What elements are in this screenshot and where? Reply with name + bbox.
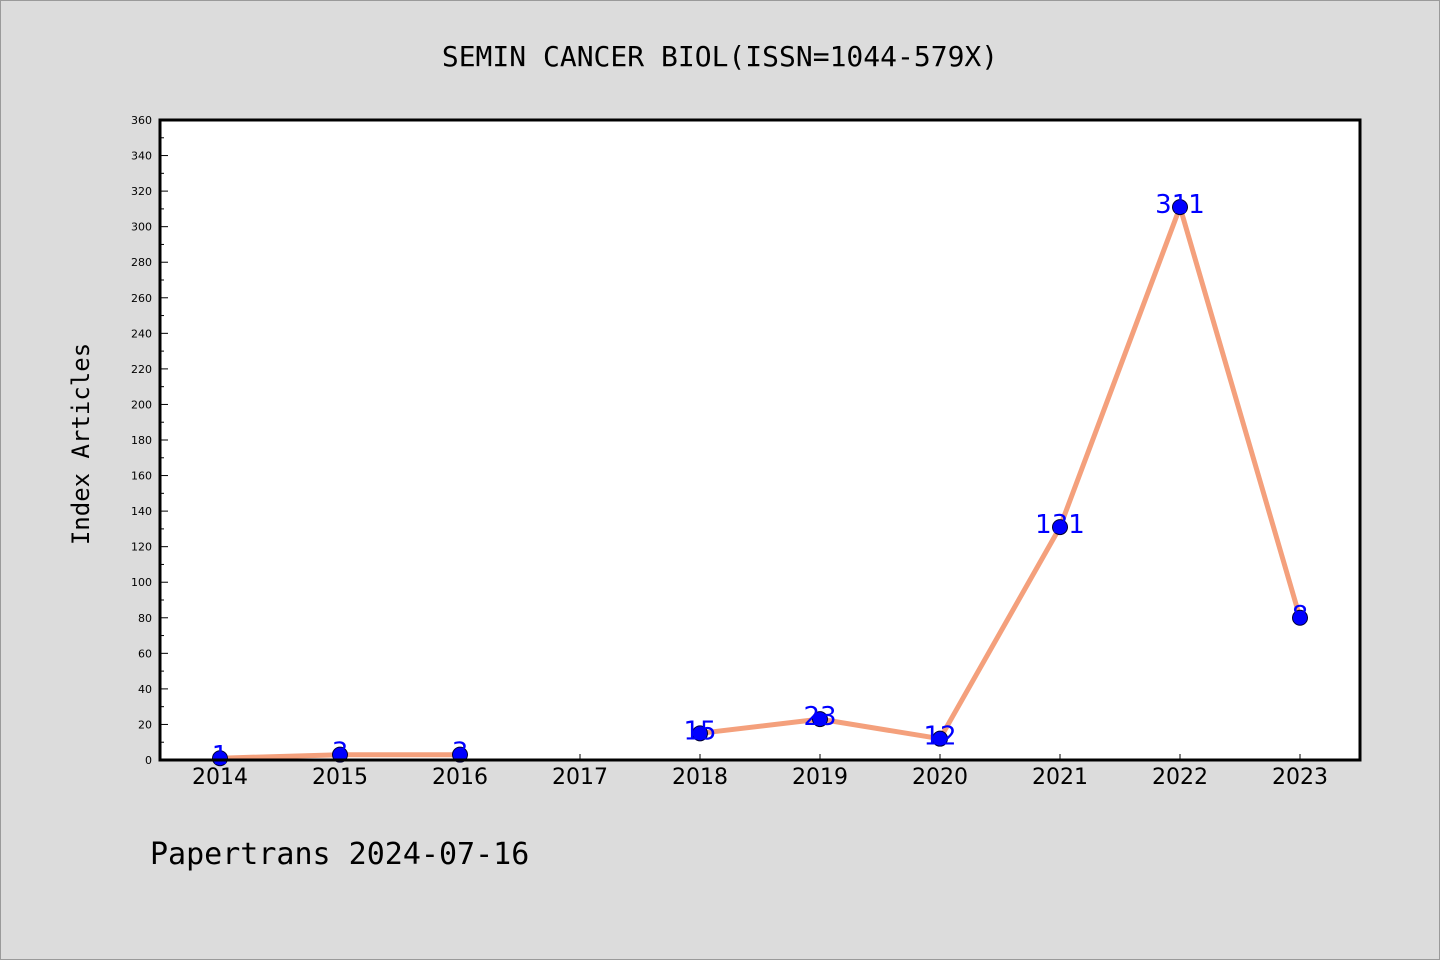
- data-label: 12: [923, 722, 956, 752]
- x-tick-label: 2018: [672, 765, 728, 790]
- y-tick-label: 200: [131, 398, 152, 411]
- x-tick-label: 2019: [792, 765, 848, 790]
- x-tick-label: 2021: [1032, 765, 1088, 790]
- data-point-marker: [812, 711, 828, 728]
- data-label: 8: [1292, 601, 1309, 631]
- data-point-marker: [1172, 199, 1188, 216]
- y-tick-label: 220: [131, 363, 152, 376]
- y-tick-label: 300: [131, 221, 152, 234]
- x-tick-label: 2020: [912, 765, 968, 790]
- x-tick-label: 2016: [432, 765, 488, 790]
- data-label: 3: [452, 738, 469, 768]
- y-tick-label: 260: [131, 292, 152, 305]
- y-tick-label: 120: [131, 541, 152, 554]
- y-tick-label: 160: [131, 470, 152, 483]
- data-label: 1: [212, 741, 229, 771]
- data-point-marker: [332, 746, 348, 763]
- data-label: 3: [332, 738, 349, 768]
- plot-area: [160, 120, 1360, 760]
- y-tick-label: 140: [131, 505, 152, 518]
- x-tick-label: 2014: [192, 765, 248, 790]
- data-point-marker: [1292, 609, 1308, 626]
- y-tick-label: 80: [138, 612, 152, 625]
- data-point-marker: [1052, 519, 1068, 536]
- series-markers: [212, 199, 1308, 767]
- y-tick-label: 280: [131, 256, 152, 269]
- x-tick-label: 2022: [1152, 765, 1208, 790]
- data-label: 23: [803, 702, 836, 732]
- y-tick-label: 100: [131, 576, 152, 589]
- series-line: [697, 204, 1303, 742]
- data-point-marker: [932, 730, 948, 747]
- x-axis: 2014 2015 2016 2017 2018 2019 2020 2021 2022 2023: [192, 754, 1328, 790]
- y-tick-label: 60: [138, 647, 152, 660]
- data-point-marker: [692, 725, 708, 742]
- x-tick-label: 2023: [1272, 765, 1328, 790]
- y-tick-label: 360: [131, 114, 152, 127]
- x-tick-label: 2015: [312, 765, 368, 790]
- y-tick-label: 240: [131, 327, 152, 340]
- data-label: 311: [1155, 190, 1205, 220]
- data-label: 15: [683, 716, 716, 746]
- data-point-marker: [452, 746, 468, 763]
- chart-title: SEMIN CANCER BIOL(ISSN=1044-579X): [442, 40, 998, 73]
- data-label: 131: [1035, 510, 1085, 540]
- y-axis: 0 20 40 60 80 100 120 140 160 180 200 220 240 260 280 3…: [131, 114, 168, 767]
- y-tick-label: 0: [145, 754, 152, 767]
- y-tick-label: 320: [131, 185, 152, 198]
- plot-border: [158, 118, 1362, 762]
- y-tick-label: 180: [131, 434, 152, 447]
- y-tick-label: 40: [138, 683, 152, 696]
- x-tick-label: 2017: [552, 765, 608, 790]
- data-point-marker: [212, 750, 228, 767]
- footer-text: Papertrans 2024-07-16: [150, 837, 529, 872]
- y-axis-label: Index Articles: [67, 343, 95, 545]
- y-tick-label: 20: [138, 718, 152, 731]
- y-tick-label: 340: [131, 150, 152, 163]
